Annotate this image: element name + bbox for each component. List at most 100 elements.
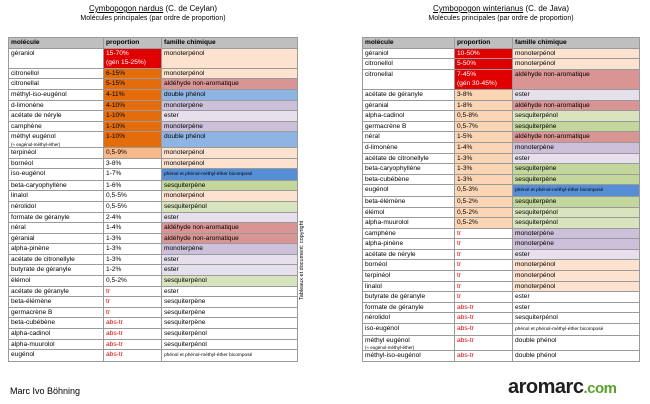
molecule-cell: citronellal — [8, 78, 104, 90]
family: ester — [515, 154, 530, 162]
family: sesquiterpénol — [164, 277, 207, 285]
author: Marc Ivo Böhning — [10, 386, 81, 396]
molecule-cell: méthyl eugénol (≈ eugénol-méthyl-éther) — [8, 131, 104, 148]
molecule-cell: géraniol — [8, 47, 104, 69]
proportion: 0,5-5% — [106, 202, 127, 210]
molecule-cell: alpha-cadinol — [8, 328, 104, 340]
molecule-cell: terpinéol — [362, 270, 455, 282]
molecule-cell: d-limonène — [8, 99, 104, 112]
proportion-cell: 1-3% — [454, 163, 513, 175]
proportion: 0,5-2% — [457, 219, 478, 227]
proportion: 1-3% — [457, 165, 473, 173]
proportion-cell: 1-3% — [103, 232, 162, 245]
molecule: alpha-cadinol — [11, 330, 51, 338]
molecule-cell: beta-caryophyllène — [8, 179, 104, 192]
molecule: germacrène B — [11, 308, 53, 316]
family: phénol et phénol-méthyl-éther bicomposé — [164, 353, 253, 359]
family-cell: monoterpénol — [512, 58, 640, 70]
family: aldéhyde non-aromatique — [515, 133, 590, 141]
molecule-cell: butyrate de géranyle — [362, 291, 455, 303]
row: méthyl eugénol (≈ eugénol-méthyl-éther) 1-… — [8, 131, 298, 148]
proportion-cell: 0,5-9% — [103, 146, 162, 159]
proportion-cell: tr — [454, 227, 513, 240]
family: sesquiterpène — [164, 298, 206, 306]
molecule: acétate de citronellyle — [365, 154, 429, 162]
row: beta-caryophyllène 1-3% sesquiterpène — [362, 163, 640, 175]
row: butyrate de géranyle tr ester — [362, 291, 640, 303]
proportion: tr — [457, 261, 462, 269]
molecule: eugénol — [11, 351, 35, 359]
family: monoterpène — [164, 245, 203, 253]
proportion: tr — [106, 308, 111, 316]
proportion-cell: tr — [103, 296, 162, 308]
proportion-cell: 3-8% — [454, 88, 513, 101]
proportion: 1-4% — [106, 224, 122, 232]
molecule-cell: beta-cubébène — [362, 173, 455, 186]
family-cell: double phénol — [512, 334, 640, 352]
proportion: 1-8% — [457, 101, 473, 109]
proportion: abs-tr — [106, 351, 123, 359]
family-cell: ester — [161, 285, 298, 298]
proportion: tr — [106, 298, 111, 306]
proportion: 0,5-7% — [457, 122, 478, 130]
family: double phénol — [515, 352, 557, 360]
proportion-cell: 4-11% — [103, 88, 162, 101]
proportion: 1-2% — [106, 266, 122, 274]
family-cell: sesquiterpène — [161, 317, 298, 330]
family: monoterpène — [164, 122, 203, 130]
proportion-cell: 1-8% — [454, 99, 513, 112]
family-cell: monoterpène — [161, 243, 298, 255]
family: aldéhyde non-aromatique — [164, 80, 239, 88]
proportion-cell: 0,5-2% — [454, 195, 513, 208]
proportion: 5-15% — [106, 80, 126, 88]
family: double phénol — [164, 133, 206, 141]
family-cell: sesquiterpénol — [161, 200, 298, 213]
molecule: butyrate de géranyle — [11, 266, 72, 274]
family: monoterpène — [515, 229, 554, 237]
proportion-cell: 0,5-8% — [454, 110, 513, 122]
family: double phénol — [515, 336, 557, 344]
molecule-cell: alpha-pinène — [362, 238, 455, 250]
molecule-cell: acétate de géranyle — [362, 88, 455, 101]
proportion: 1-4% — [457, 143, 473, 151]
family-cell: monoterpénol — [512, 280, 640, 293]
family-cell: sesquiterpénol — [512, 110, 640, 122]
proportion: 1-7% — [106, 170, 122, 178]
family-cell: phénol et phénol-méthyl-éther bicomposé — [161, 349, 298, 362]
molecule-cell: méthyl eugénol (≈ eugénol-méthyl-éther) — [362, 334, 455, 352]
header-row: molécule proportion famille chimique — [8, 37, 298, 49]
row: élémol 0,5-2% sesquiterpénol — [8, 275, 298, 287]
proportion: abs-tr — [106, 340, 123, 348]
proportion: 1-6% — [106, 181, 122, 189]
molecule-cell: formate de géranyle — [362, 301, 455, 314]
family: aldéhyde non-aromatique — [164, 224, 239, 232]
right-block: Cymbopogon winterianus (C. de Java) Molé… — [362, 4, 640, 362]
family: sesquiterpène — [515, 122, 557, 130]
molecule: acétate de néryle — [365, 250, 416, 258]
family-cell: sesquiterpénol — [161, 338, 298, 351]
row: germacrène B 0,5-7% sesquiterpène — [362, 120, 640, 133]
proportion-cell: abs-tr — [103, 349, 162, 362]
proportion-cell: tr — [454, 291, 513, 303]
proportion-note: (gén 15-25%) — [106, 59, 146, 67]
proportion-cell: 1-2% — [103, 264, 162, 277]
family-cell: sesquiterpénol — [512, 206, 640, 219]
header-cell: famille chimique — [512, 37, 640, 49]
proportion: 0,5-3% — [457, 186, 478, 194]
molecule: citronellol — [365, 60, 393, 68]
proportion: 1-3% — [457, 175, 473, 183]
family: sesquiterpène — [515, 175, 557, 183]
row: alpha-muurolol abs-tr sesquiterpénol — [8, 338, 298, 351]
family: phénol et phénol-méthyl-éther bicomposé — [164, 172, 253, 178]
family: phénol et phénol-méthyl-éther bicomposé — [515, 327, 604, 333]
row: linalol tr monoterpénol — [362, 280, 640, 293]
proportion-cell: 0,5-2% — [454, 217, 513, 229]
proportion: 1-3% — [106, 234, 122, 242]
family-cell: monoterpène — [512, 227, 640, 240]
proportion: 1-10% — [106, 133, 126, 141]
proportion: 3-8% — [106, 159, 122, 167]
row: acétate de citronellyle 1-3% ester — [362, 152, 640, 165]
proportion: abs-tr — [457, 352, 474, 360]
molecule: méthyl-iso-eugénol — [365, 352, 421, 360]
